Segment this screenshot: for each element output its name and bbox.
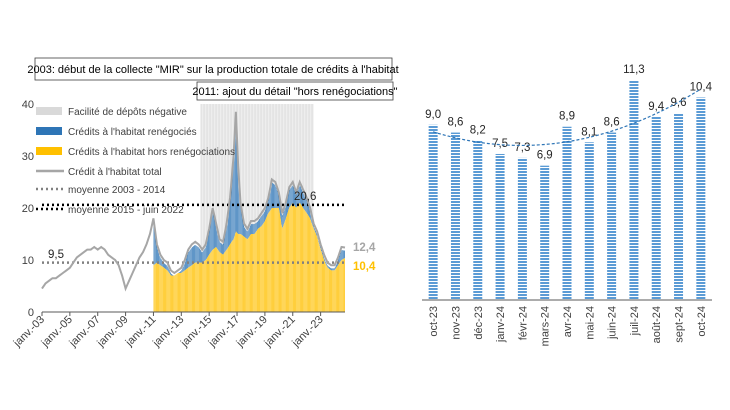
category-label: juil-24	[629, 306, 641, 336]
bar	[696, 97, 706, 300]
bar-value-label: 9,4	[648, 101, 665, 113]
legend-label: Crédit à l'habitat total	[68, 167, 162, 178]
category-label: mai-24	[584, 306, 596, 340]
legend-label: moyenne 2003 - 2014	[68, 185, 166, 196]
category-label: févr-24	[517, 306, 529, 340]
category-label: janv-24	[495, 306, 507, 343]
bar-value-label: 11,3	[623, 64, 645, 76]
left-chart: 0 10 20 30 40 janv.-03janv.-05janv.-07janv.-0…	[11, 57, 399, 350]
legend-label: moyenne 2015 - juin 2022	[68, 205, 184, 216]
category-label: sept-24	[674, 306, 686, 343]
legend-swatch	[36, 107, 62, 115]
x-tick-label: janv.-09	[94, 314, 130, 350]
bar-value-label: 7,5	[492, 138, 508, 150]
bars: 9,0 8,6 8,2 7,5 7,3 6,9 8,9 8,1 8,6 11,3 9,4 9,610,…	[425, 64, 713, 300]
x-tick-label: janv.-21	[262, 314, 298, 350]
average-lines	[42, 203, 345, 264]
x-tick-label: janv.-07	[67, 314, 103, 350]
bar	[517, 157, 527, 300]
bar	[607, 132, 617, 300]
legend-swatch	[36, 147, 62, 155]
label-last-total: 12,4	[353, 242, 376, 254]
y-tick-label: 30	[22, 151, 34, 163]
bar	[428, 124, 438, 300]
total-credit-line	[41, 111, 346, 292]
category-label: déc-23	[473, 306, 485, 340]
trendline	[432, 88, 702, 147]
y-tick-label: 0	[28, 307, 34, 319]
bar-value-label: 8,2	[470, 124, 486, 136]
legend: Facilité de dépôts négative Crédits à l'h…	[36, 107, 235, 216]
x-tick-label: janv.-13	[150, 314, 186, 350]
bar	[495, 153, 505, 300]
bar-value-label: 8,6	[447, 117, 463, 129]
x-tick-label: janv.-03	[11, 314, 47, 350]
annotation-2003: 2003: début de la collecte "MIR" sur la …	[27, 64, 398, 76]
bar	[651, 116, 661, 300]
bar	[562, 126, 572, 300]
category-label: oct-24	[696, 306, 708, 337]
bar-value-label: 6,9	[537, 150, 553, 162]
bar-value-label: 8,6	[604, 117, 620, 129]
bar	[450, 132, 460, 300]
x-tick-label: janv.-23	[289, 314, 325, 350]
category-label: avr-24	[562, 306, 574, 337]
bar	[584, 142, 594, 300]
annotation-box-1: 2003: début de la collecte "MIR" sur la …	[27, 57, 399, 81]
bar-value-label: 10,4	[690, 82, 713, 94]
category-label: août-24	[651, 306, 663, 343]
annotation-box-2: 2011: ajout du détail "hors renégociatio…	[192, 81, 398, 101]
legend-label: Facilité de dépôts négative	[68, 107, 187, 118]
bar	[674, 113, 684, 300]
x-tick-label: janv.-19	[234, 314, 270, 350]
bar-value-label: 8,1	[581, 126, 597, 138]
category-label: oct-23	[428, 306, 440, 337]
category-label: juin-24	[607, 306, 619, 340]
y-tick-label: 10	[22, 255, 34, 267]
x-tick-label: janv.-15	[178, 314, 214, 350]
right-axes: oct-23 nov-23 déc-23 janv-24 févr-24 mars-24 a…	[422, 299, 712, 346]
bar-value-label: 9,0	[425, 109, 441, 121]
bar-value-label: 9,6	[671, 97, 687, 109]
area-hors-renegociations	[153, 202, 345, 312]
category-label: nov-23	[450, 306, 462, 340]
y-tick-label: 20	[22, 203, 34, 215]
bar	[629, 80, 639, 300]
bar-value-label: 7,3	[514, 142, 530, 154]
x-tick-label: janv.-05	[39, 314, 75, 350]
annotation-2011: 2011: ajout du détail "hors renégociatio…	[192, 86, 397, 98]
bar	[540, 165, 550, 300]
label-avg-2003-2014: 9,5	[48, 249, 64, 261]
x-tick-label: janv.-17	[206, 314, 242, 350]
bar-value-label: 8,9	[559, 111, 575, 123]
label-avg-2015-2022: 20,6	[294, 191, 316, 203]
legend-label: Crédits à l'habitat renégociés	[68, 127, 197, 138]
label-last-hors: 10,4	[353, 261, 376, 273]
legend-label: Crédits à l'habitat hors renégociations	[68, 147, 235, 158]
bar	[473, 140, 483, 300]
category-label: mars-24	[540, 306, 552, 346]
y-tick-label: 40	[22, 99, 34, 111]
trend-line	[432, 88, 702, 147]
total-line	[41, 111, 346, 292]
legend-swatch	[36, 127, 62, 135]
right-chart: 9,0 8,6 8,2 7,5 7,3 6,9 8,9 8,1 8,6 11,3 9,4 9,610,…	[422, 64, 713, 346]
